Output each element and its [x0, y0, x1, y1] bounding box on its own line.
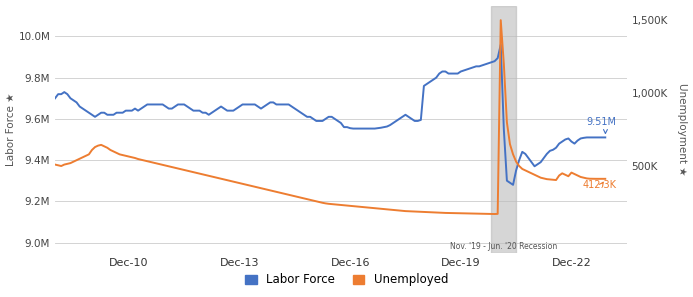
Y-axis label: Labor Force ★: Labor Force ★ — [6, 92, 15, 166]
Y-axis label: Unemployment ★: Unemployment ★ — [678, 83, 687, 176]
Text: 412.3K: 412.3K — [583, 180, 617, 190]
Legend: Labor Force, Unemployed: Labor Force, Unemployed — [240, 269, 453, 291]
Bar — [491, 6, 516, 253]
Text: Nov. '19 - Jun. '20 Recession: Nov. '19 - Jun. '20 Recession — [450, 242, 557, 251]
Text: 9.51M: 9.51M — [586, 117, 616, 133]
